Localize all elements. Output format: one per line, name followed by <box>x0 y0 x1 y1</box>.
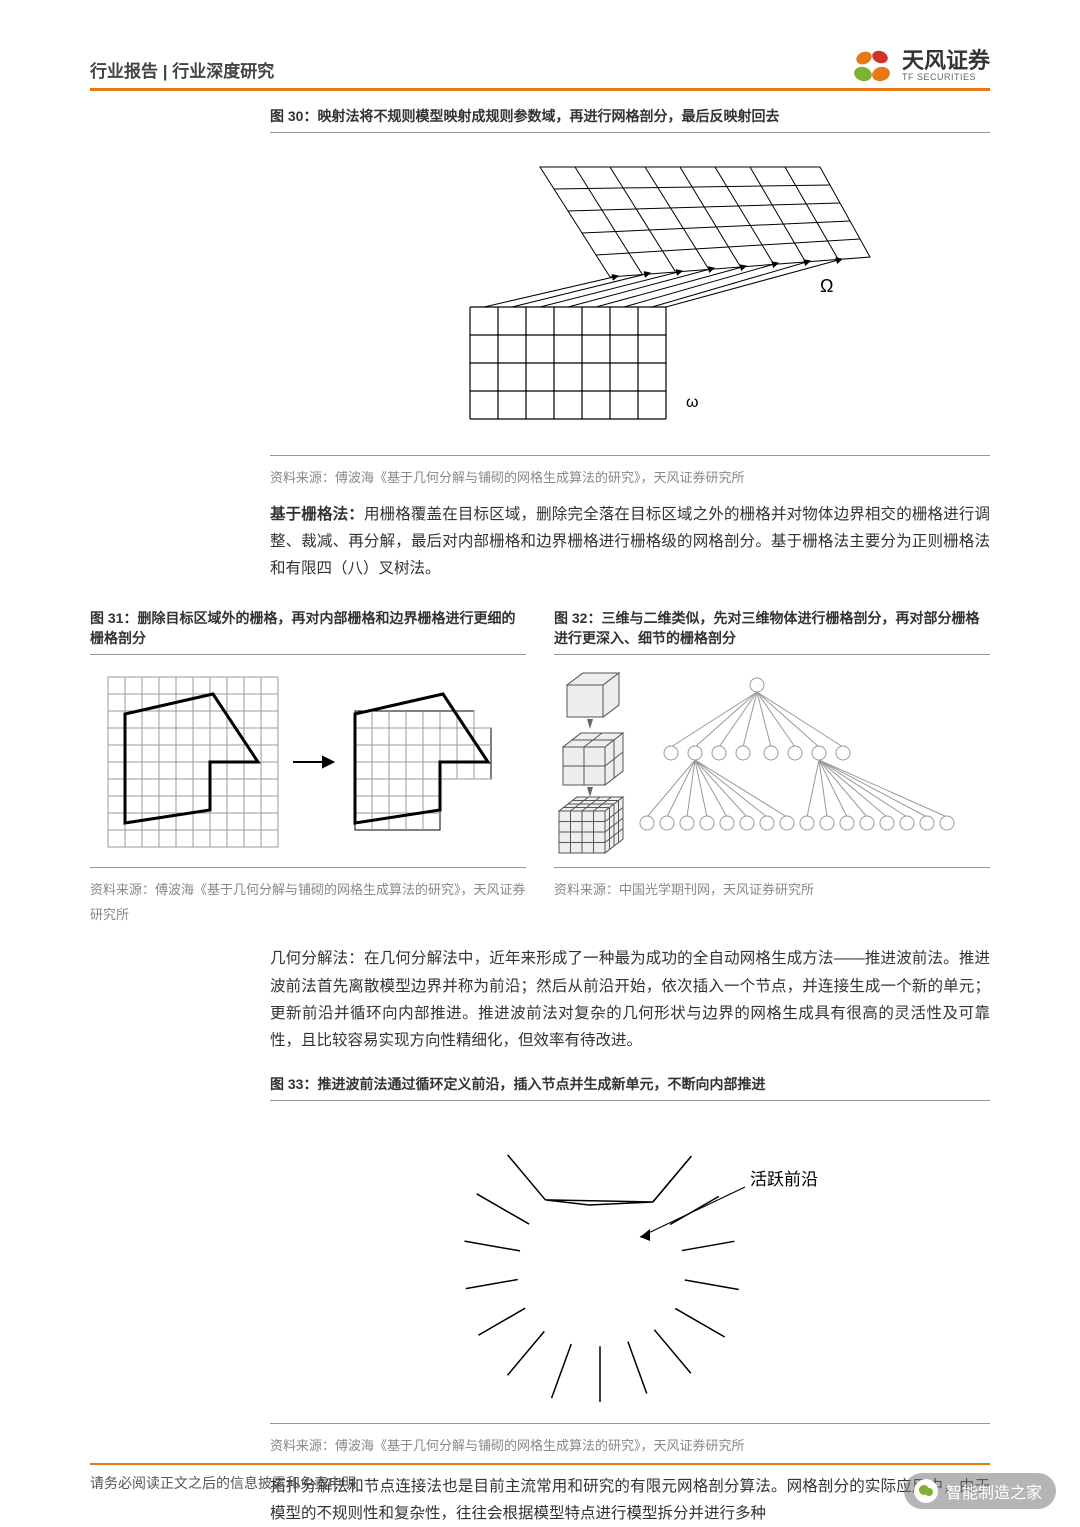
fig32-diagram <box>554 655 990 867</box>
fig30-caption: 图 30：映射法将不规则模型映射成规则参数域，再进行网格剖分，最后反映射回去 <box>270 100 990 133</box>
fig30-label-omega-lower: ω <box>686 394 699 411</box>
fig30-diagram: Ω ω <box>270 133 990 455</box>
header-divider <box>90 88 990 91</box>
fig31-diagram <box>90 655 526 867</box>
para-grid-method-text: 用栅格覆盖在目标区域，删除完全落在目标区域之外的栅格并对物体边界相交的栅格进行调… <box>270 506 990 577</box>
watermark-pill: 智能制造之家 <box>904 1473 1056 1509</box>
brand-name-cn: 天风证券 <box>902 50 990 72</box>
para-grid-method-lead: 基于栅格法： <box>270 506 364 523</box>
fig33-label-active-front: 活跃前沿 <box>750 1170 818 1189</box>
para-advancing-front: 几何分解法：在几何分解法中，近年来形成了一种最为成功的全自动网格生成方法——推进… <box>270 933 990 1068</box>
fig33-source: 资料来源：傅波海《基于几何分解与铺砌的网格生成算法的研究》，天风证券研究所 <box>270 1424 990 1465</box>
fig31-source: 资料来源：傅波海《基于几何分解与铺砌的网格生成算法的研究》，天风证券研究所 <box>90 868 526 933</box>
fig32-caption: 图 32：三维与二维类似，先对三维物体进行栅格剖分，再对部分栅格进行更深入、细节… <box>554 602 990 655</box>
fig30-source: 资料来源：傅波海《基于几何分解与铺砌的网格生成算法的研究》，天风证券研究所 <box>270 456 990 497</box>
fig31-caption: 图 31：删除目标区域外的栅格，再对内部栅格和边界栅格进行更细的栅格剖分 <box>90 602 526 655</box>
fig30-label-omega-upper: Ω <box>820 276 833 296</box>
fig32-source: 资料来源：中国光学期刊网，天风证券研究所 <box>554 868 990 909</box>
brand-name-en: TF SECURITIES <box>902 72 976 82</box>
fig33-caption: 图 33：推进波前法通过循环定义前沿，插入节点并生成新单元，不断向内部推进 <box>270 1068 990 1101</box>
fig33-diagram: 活跃前沿 <box>270 1101 990 1423</box>
wechat-icon <box>914 1479 938 1503</box>
para-grid-method: 基于栅格法：用栅格覆盖在目标区域，删除完全落在目标区域之外的栅格并对物体边界相交… <box>270 497 990 596</box>
brand-logo: 天风证券 TF SECURITIES <box>850 46 990 88</box>
watermark-text: 智能制造之家 <box>946 1479 1042 1503</box>
brand-logo-icon <box>850 46 894 86</box>
header-title: 行业报告 | 行业深度研究 <box>90 57 274 88</box>
footer-disclaimer: 请务必阅读正文之后的信息披露和免责申明 <box>90 1463 990 1493</box>
